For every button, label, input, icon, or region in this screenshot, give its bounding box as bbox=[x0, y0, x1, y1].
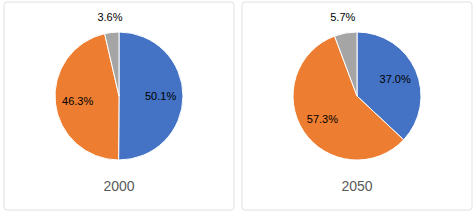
slices bbox=[293, 32, 421, 160]
pie-slice bbox=[105, 32, 119, 96]
chart-title: 2050 bbox=[341, 178, 372, 194]
slices bbox=[55, 32, 183, 160]
pie-panel: 50.1% 46.3% 3.6% 2000 bbox=[4, 2, 234, 210]
data-labels: 50.1% 46.3% 3.6% bbox=[62, 11, 176, 107]
panel-border bbox=[242, 2, 472, 210]
chart-canvas: 50.1% 46.3% 3.6% 2000 37.0% 57.3% 5.7% 2050 bbox=[0, 0, 476, 212]
panel-border bbox=[4, 2, 234, 210]
pie-slice bbox=[335, 32, 357, 96]
data-label: 5.7% bbox=[330, 11, 355, 23]
data-label: 46.3% bbox=[62, 95, 93, 107]
data-label: 3.6% bbox=[97, 11, 122, 23]
pie-panel: 37.0% 57.3% 5.7% 2050 bbox=[242, 2, 472, 210]
pie-slice bbox=[119, 32, 183, 160]
data-label: 50.1% bbox=[145, 90, 176, 102]
data-label: 57.3% bbox=[307, 113, 338, 125]
chart-title: 2000 bbox=[103, 178, 134, 194]
data-label: 37.0% bbox=[380, 73, 411, 85]
data-labels: 37.0% 57.3% 5.7% bbox=[307, 11, 411, 125]
